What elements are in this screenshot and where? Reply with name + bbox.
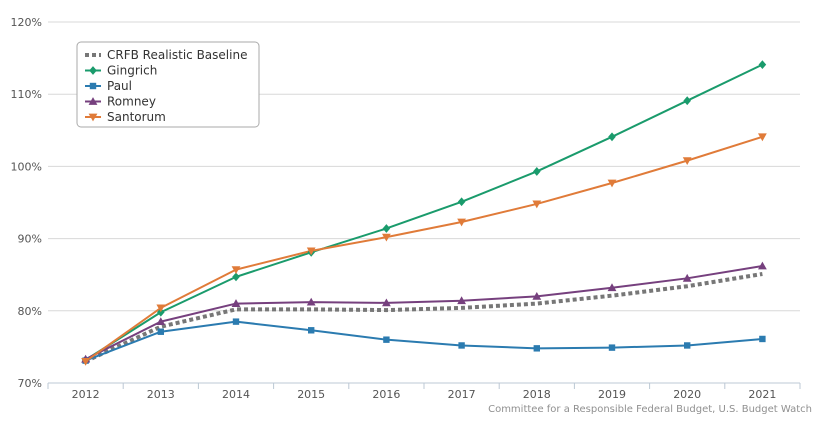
data-point-gingrich: [608, 132, 616, 142]
legend-label: CRFB Realistic Baseline: [107, 48, 247, 62]
legend-item-romney: Romney: [85, 95, 156, 109]
data-point-gingrich: [382, 224, 391, 233]
data-point-paul: [383, 336, 390, 343]
data-point-romney: [682, 273, 692, 282]
legend-item-gingrich: Gingrich: [85, 64, 157, 78]
x-tick-label: 2018: [523, 388, 551, 401]
data-point-paul: [458, 342, 465, 349]
x-tick-label: 2017: [448, 388, 476, 401]
legend-label: Santorum: [107, 110, 166, 124]
legend-item-santorum: Santorum: [85, 110, 166, 124]
data-point-gingrich: [758, 60, 767, 69]
x-tick-label: 2021: [748, 388, 776, 401]
series-lines: [84, 63, 763, 364]
x-tick-label: 2013: [147, 388, 175, 401]
data-point-romney: [156, 317, 166, 326]
x-tick-label: 2012: [72, 388, 100, 401]
data-point-santorum: [231, 266, 241, 275]
x-tick-label: 2019: [598, 388, 626, 401]
data-point-gingrich: [683, 96, 691, 106]
data-point-santorum: [682, 157, 692, 166]
data-point-santorum: [156, 304, 166, 313]
data-point-santorum: [81, 357, 90, 366]
data-point-gingrich: [533, 167, 541, 176]
data-point-santorum: [382, 233, 391, 242]
x-tick-label: 2020: [673, 388, 701, 401]
y-tick-label: 70%: [18, 377, 42, 390]
data-point-gingrich: [232, 272, 240, 282]
legend-item-paul: Paul: [85, 79, 132, 93]
data-point-romney: [382, 298, 391, 307]
x-tick-label: 2015: [297, 388, 325, 401]
legend-swatch-marker: [88, 97, 98, 105]
legend-swatch-marker: [88, 113, 98, 122]
credit-text: Committee for a Responsible Federal Budg…: [488, 404, 812, 415]
data-point-paul: [759, 335, 766, 343]
y-tick-label: 110%: [11, 88, 42, 101]
x-axis: 2012 2013 2014 2015 2016 2017 2018 2019 2020 2021: [47, 382, 801, 401]
legend-box: [76, 41, 260, 128]
data-point-paul: [684, 342, 691, 349]
data-point-romney: [231, 299, 241, 307]
data-point-paul: [157, 328, 164, 335]
data-point-paul: [308, 327, 315, 334]
data-point-gingrich: [457, 197, 466, 207]
data-point-paul: [608, 344, 616, 351]
data-point-paul: [232, 318, 240, 325]
data-point-santorum: [532, 200, 542, 209]
y-tick-label: 80%: [18, 305, 42, 318]
legend-item-crfb-realistic-baseline: CRFB Realistic Baseline: [85, 48, 247, 62]
series-markers: [81, 60, 767, 366]
legend-label: Paul: [107, 79, 132, 93]
series-line-crfb-realistic-baseline: [84, 272, 763, 364]
data-point-santorum: [758, 133, 767, 142]
data-point-romney: [532, 291, 542, 300]
data-point-romney: [306, 297, 316, 306]
legend-label: Romney: [107, 95, 156, 109]
y-axis: 70% 80% 90% 100% 110% 120%: [11, 16, 42, 390]
data-point-romney: [758, 261, 767, 270]
data-point-paul: [533, 345, 540, 352]
x-tick-label: 2016: [372, 388, 400, 401]
data-point-santorum: [607, 179, 617, 188]
legend-label: Gingrich: [107, 64, 157, 78]
series-line-gingrich: [85, 63, 763, 361]
series-line-romney: [85, 265, 763, 361]
y-tick-label: 120%: [11, 16, 42, 29]
data-point-santorum: [306, 247, 316, 256]
x-tick-label: 2014: [222, 388, 250, 401]
legend-swatch-marker: [89, 82, 97, 90]
series-line-paul: [85, 320, 763, 362]
y-tick-label: 100%: [11, 160, 42, 173]
data-point-romney: [457, 296, 466, 305]
series-line-santorum: [85, 135, 763, 363]
data-point-romney: [607, 283, 617, 292]
legend-swatch-marker: [89, 66, 97, 75]
data-point-santorum: [457, 218, 466, 227]
y-tick-label: 90%: [18, 233, 42, 246]
